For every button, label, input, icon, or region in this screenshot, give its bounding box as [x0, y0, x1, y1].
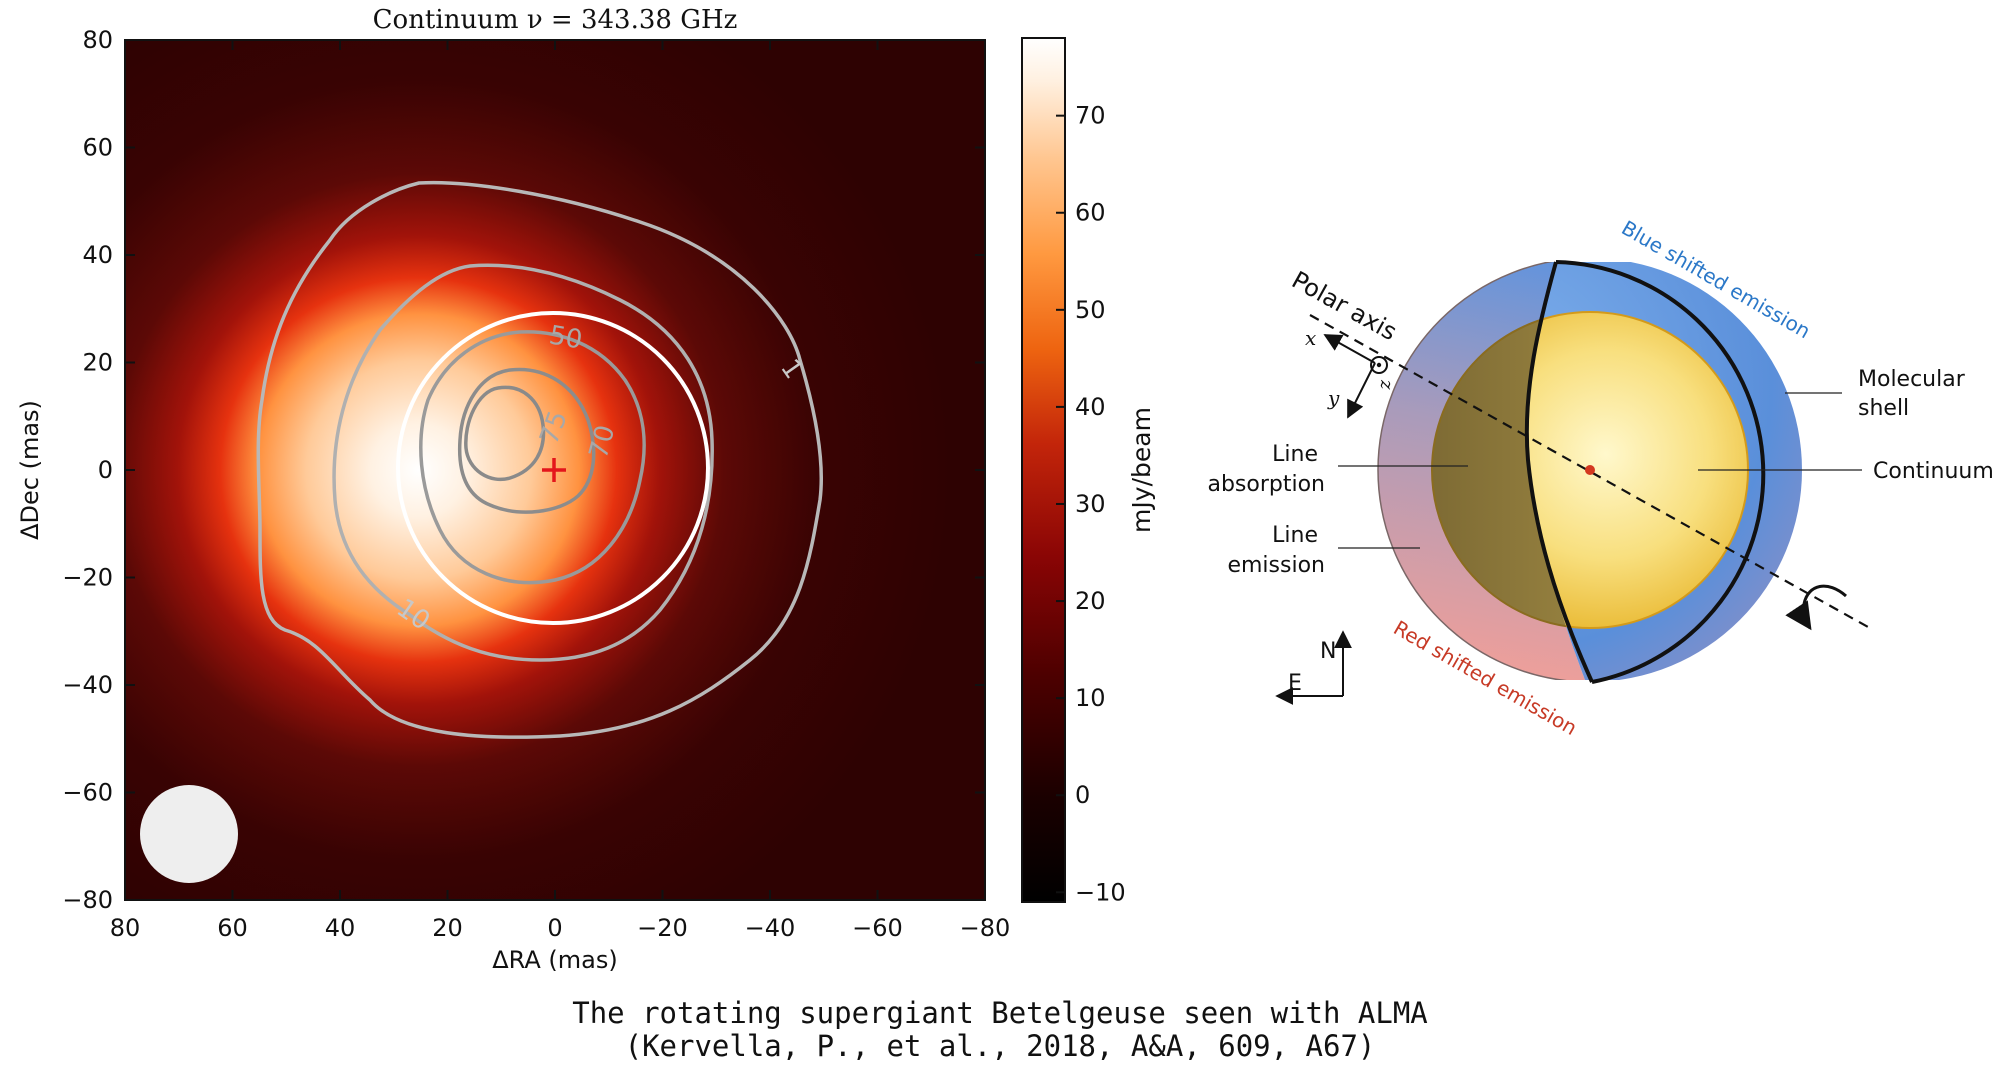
x-tick-label: 20 — [432, 914, 463, 942]
x-tick-label: 60 — [217, 914, 248, 942]
blue-shell-outline — [1555, 260, 1766, 684]
molecular-shell-label-line1: Molecular — [1858, 367, 1966, 392]
y-tick-label: 60 — [82, 134, 113, 162]
colorbar-tick-label: 50 — [1075, 296, 1106, 324]
y-tick-label: 20 — [82, 349, 113, 377]
colorbar-tick-label: 60 — [1075, 199, 1106, 227]
caption-line-1: The rotating supergiant Betelgeuse seen … — [572, 996, 1428, 1030]
colorbar-tick-label: 10 — [1075, 684, 1106, 712]
axis-y-label: y — [1327, 386, 1340, 410]
axis-x-label: x — [1305, 326, 1316, 350]
colorbar-tick-label: 40 — [1075, 393, 1106, 421]
x-axis-ticks: 80 60 40 20 0 −20 −40 −60 −80 — [110, 40, 1011, 942]
contour-70 — [457, 367, 596, 514]
x-tick-label: −60 — [852, 914, 903, 942]
line-emission-label-line2: emission — [1227, 553, 1325, 578]
local-axes — [1323, 334, 1388, 419]
continuum-map: Continuum ν = 343.38 GHz 1 10 50 70 75 — [16, 5, 1156, 974]
line-emission-label-line1: Line — [1272, 523, 1318, 548]
x-tick-label: 80 — [110, 914, 141, 942]
terminator-curve — [1524, 261, 1594, 683]
colorbar-tick-label: 20 — [1075, 587, 1106, 615]
colorbar-tick-label: 0 — [1075, 781, 1090, 809]
caption-line-2: (Kervella, P., et al., 2018, A&A, 609, A… — [624, 1029, 1376, 1063]
contour-10 — [332, 263, 714, 662]
compass-east-label: E — [1288, 671, 1302, 696]
polar-axis-line — [1309, 314, 1869, 628]
y-tick-label: −20 — [62, 564, 113, 592]
colorbar-tick-label: −10 — [1075, 878, 1126, 906]
contour-label-50: 50 — [547, 320, 585, 355]
beam-ellipse — [140, 785, 238, 883]
axis-z-label: z — [1376, 379, 1397, 390]
rotation-diagram: Polar axis x y z Blue shifted emission R… — [1207, 216, 1993, 741]
y-tick-label: −80 — [62, 886, 113, 914]
y-tick-label: 80 — [82, 26, 113, 54]
y-tick-label: 40 — [82, 241, 113, 269]
line-absorption-label: Line absorption — [1207, 442, 1325, 497]
y-tick-label: 0 — [98, 456, 113, 484]
photosphere-circle — [396, 311, 710, 625]
contour-50 — [419, 330, 646, 585]
contour-75 — [464, 385, 546, 482]
y-tick-label: −60 — [62, 779, 113, 807]
x-tick-label: 0 — [547, 914, 562, 942]
continuum-label: Continuum — [1873, 459, 1994, 484]
center-cross-marker — [542, 458, 566, 482]
line-absorption-label-line2: absorption — [1207, 472, 1325, 497]
x-tick-label: −20 — [637, 914, 688, 942]
line-absorption-label-line1: Line — [1272, 442, 1318, 467]
y-tick-label: −40 — [62, 671, 113, 699]
compass-north-label: N — [1320, 639, 1336, 664]
colorbar-ticks: 70 60 50 40 30 20 10 0 −10 — [1056, 102, 1126, 906]
colorbar-tick-label: 70 — [1075, 102, 1106, 130]
colorbar-tick-label: 30 — [1075, 490, 1106, 518]
y-axis-ticks: 80 60 40 20 0 −20 −40 −60 −80 — [62, 26, 985, 914]
x-tick-label: 40 — [325, 914, 356, 942]
line-emission-label: Line emission — [1227, 523, 1325, 578]
figure-caption: The rotating supergiant Betelgeuse seen … — [0, 999, 2000, 1061]
y-axis-label: ΔDec (mas) — [16, 400, 44, 540]
molecular-shell-label: Molecular shell — [1858, 367, 1972, 421]
molecular-shell-label-line2: shell — [1858, 396, 1909, 421]
x-axis-label: ΔRA (mas) — [492, 946, 617, 974]
x-tick-label: −40 — [745, 914, 796, 942]
x-tick-label: −80 — [960, 914, 1011, 942]
chart-title: Continuum ν = 343.38 GHz — [373, 5, 738, 35]
colorbar — [1021, 37, 1066, 903]
line-absorption-region — [1431, 311, 1585, 629]
center-dot — [1585, 465, 1595, 475]
contour-1 — [256, 180, 824, 739]
colorbar-label: mJy/beam — [1127, 407, 1156, 533]
compass — [1275, 630, 1352, 705]
rotation-arrow — [1785, 584, 1847, 631]
